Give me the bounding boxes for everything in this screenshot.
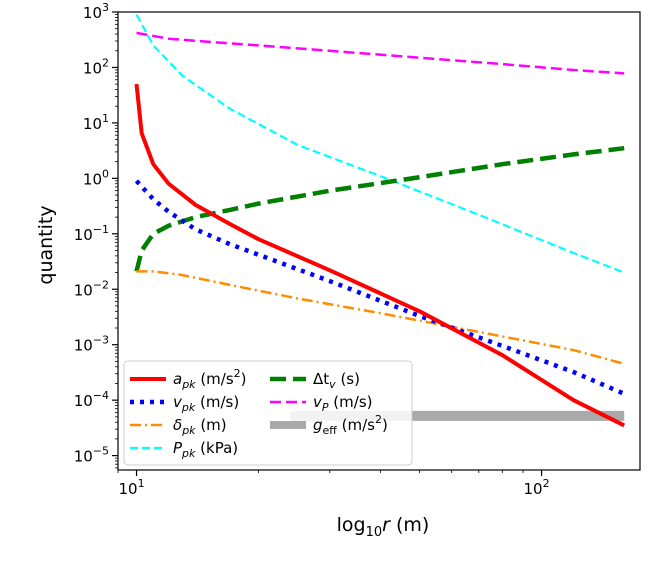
y-tick-label: 10−5	[74, 445, 109, 466]
legend-dpk-label: δpk (m)	[173, 416, 227, 437]
legend-apk-label: apk (m/s2)	[173, 367, 247, 391]
y-axis-label: quantity	[35, 205, 57, 284]
series-vpk-line	[134, 179, 626, 396]
x-tick-label: 102	[524, 477, 550, 498]
legend-geff-label: geff (m/s2)	[313, 413, 388, 437]
legend: apk (m/s2) Δtv (s) vpk (m/s) vP (m/s) δpk (m…	[123, 360, 413, 466]
y-tick-label: 103	[83, 1, 109, 22]
y-tick-label: 100	[83, 167, 109, 188]
series-apk-line	[134, 83, 626, 428]
ticks-layer: 10−5 10−4 10−3 10−2 10−1 100 101 102 103 101 102	[74, 1, 550, 498]
plot-frame	[117, 11, 641, 471]
y-tick-label: 102	[83, 56, 109, 77]
y-tick-label: 10−2	[74, 278, 109, 299]
series-vP-line	[136, 31, 625, 75]
x-tick-label: 101	[118, 477, 144, 498]
legend-vP-label: vP (m/s)	[313, 393, 372, 414]
legend-vpk-label: vpk (m/s)	[173, 393, 239, 414]
y-tick-label: 10−3	[74, 334, 109, 355]
series-Ppk-line	[135, 13, 625, 274]
x-axis-label: log10r (m)	[337, 514, 430, 540]
y-tick-label: 10−1	[74, 223, 109, 244]
legend-Ppk-label: Ppk (kPa)	[173, 439, 238, 460]
series-dpk-line	[136, 270, 625, 366]
y-tick-label: 101	[83, 112, 109, 133]
legend-dtv-label: Δtv (s)	[313, 370, 360, 391]
series-dtv-line	[134, 145, 625, 272]
series-layer	[134, 13, 626, 428]
legend-box	[123, 360, 413, 466]
y-tick-label: 10−4	[74, 389, 109, 410]
